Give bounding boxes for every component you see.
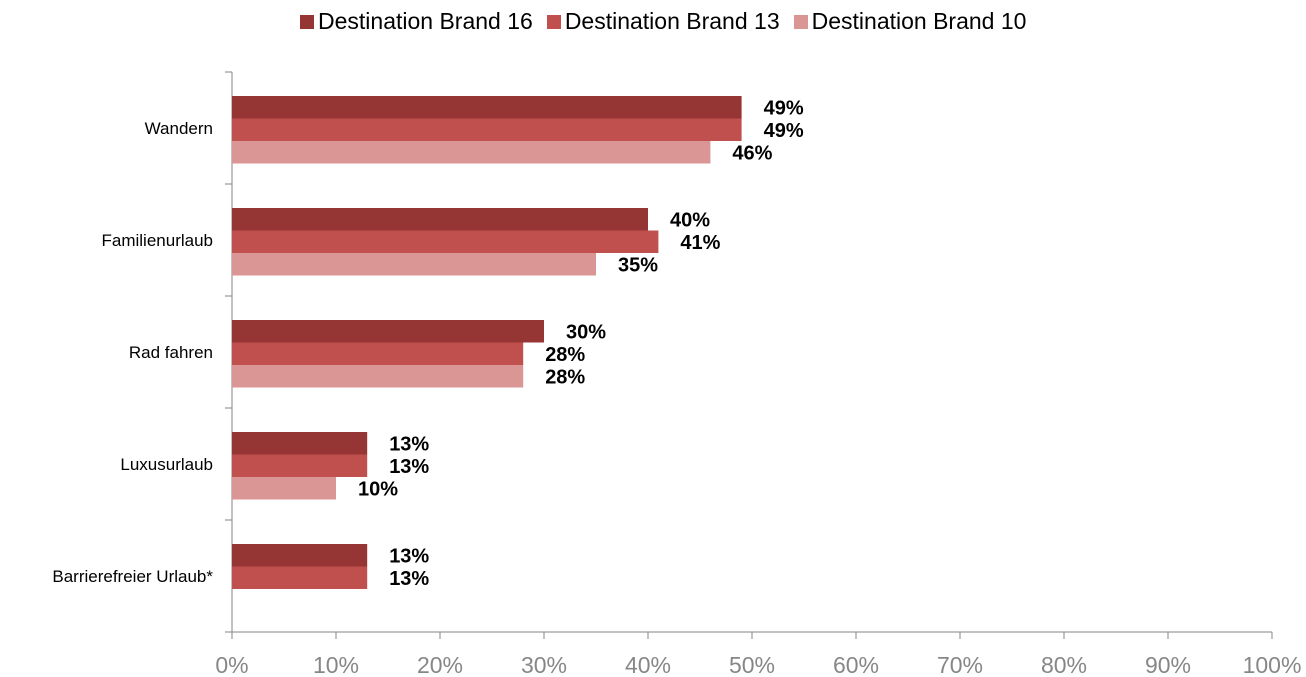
- legend-label-destination-brand-10: Destination Brand 10: [811, 8, 1027, 34]
- bar-luxusurlaub-destination-brand-13: [232, 454, 368, 477]
- category-label-barrierefreier-urlaub: Barrierefreier Urlaub*: [52, 567, 213, 586]
- legend-item-destination-brand-13: Destination Brand 13: [546, 8, 780, 35]
- bar-familienurlaub-destination-brand-13: [232, 230, 659, 253]
- legend-swatch-destination-brand-13: [546, 14, 561, 29]
- x-tick-label: 80%: [1041, 652, 1087, 677]
- legend-item-destination-brand-16: Destination Brand 16: [300, 8, 533, 35]
- legend-label-destination-brand-13: Destination Brand 13: [564, 8, 780, 34]
- bar-familienurlaub-destination-brand-10: [232, 253, 596, 276]
- bar-rad-fahren-destination-brand-10: [232, 365, 524, 388]
- bar-luxusurlaub-destination-brand-10: [232, 477, 336, 500]
- x-tick-label: 70%: [937, 652, 983, 677]
- x-tick-label: 10%: [313, 652, 359, 677]
- bar-barrierefreier-urlaub-destination-brand-16: [232, 544, 368, 567]
- bar-wandern-destination-brand-16: [232, 96, 742, 119]
- category-label-luxusurlaub: Luxusurlaub: [120, 455, 213, 474]
- legend-label-destination-brand-16: Destination Brand 16: [318, 8, 533, 34]
- category-label-wandern: Wandern: [145, 119, 213, 138]
- x-tick-label: 30%: [521, 652, 567, 677]
- x-tick-label: 40%: [625, 652, 671, 677]
- data-label: 49%: [764, 97, 804, 119]
- chart-legend: Destination Brand 16 Destination Brand 1…: [300, 8, 1026, 35]
- x-tick-label: 100%: [1243, 652, 1302, 677]
- data-label: 28%: [545, 366, 585, 388]
- bar-wandern-destination-brand-10: [232, 141, 711, 164]
- x-tick-label: 50%: [729, 652, 775, 677]
- bar-familienurlaub-destination-brand-16: [232, 208, 648, 231]
- data-label: 13%: [389, 456, 429, 478]
- x-tick-label: 20%: [417, 652, 463, 677]
- bar-rad-fahren-destination-brand-13: [232, 342, 524, 365]
- data-label: 13%: [389, 545, 429, 567]
- data-label: 40%: [670, 209, 710, 231]
- bar-luxusurlaub-destination-brand-16: [232, 432, 368, 455]
- category-label-familienurlaub: Familienurlaub: [102, 231, 214, 250]
- legend-item-destination-brand-10: Destination Brand 10: [793, 8, 1027, 35]
- data-label: 46%: [732, 142, 772, 164]
- data-label: 10%: [358, 478, 398, 500]
- data-label: 41%: [680, 232, 720, 254]
- data-label: 28%: [545, 344, 585, 366]
- bar-barrierefreier-urlaub-destination-brand-13: [232, 566, 368, 589]
- data-label: 30%: [566, 321, 606, 343]
- x-tick-label: 90%: [1145, 652, 1191, 677]
- legend-swatch-destination-brand-16: [300, 14, 314, 29]
- category-label-rad-fahren: Rad fahren: [129, 343, 213, 362]
- data-label: 13%: [389, 433, 429, 455]
- data-label: 49%: [764, 120, 804, 142]
- data-label: 13%: [389, 568, 429, 590]
- x-tick-label: 0%: [215, 652, 248, 677]
- x-tick-label: 60%: [833, 652, 879, 677]
- data-label: 35%: [618, 254, 658, 276]
- legend-swatch-destination-brand-10: [793, 14, 808, 29]
- bar-wandern-destination-brand-13: [232, 118, 742, 141]
- bar-rad-fahren-destination-brand-16: [232, 320, 544, 343]
